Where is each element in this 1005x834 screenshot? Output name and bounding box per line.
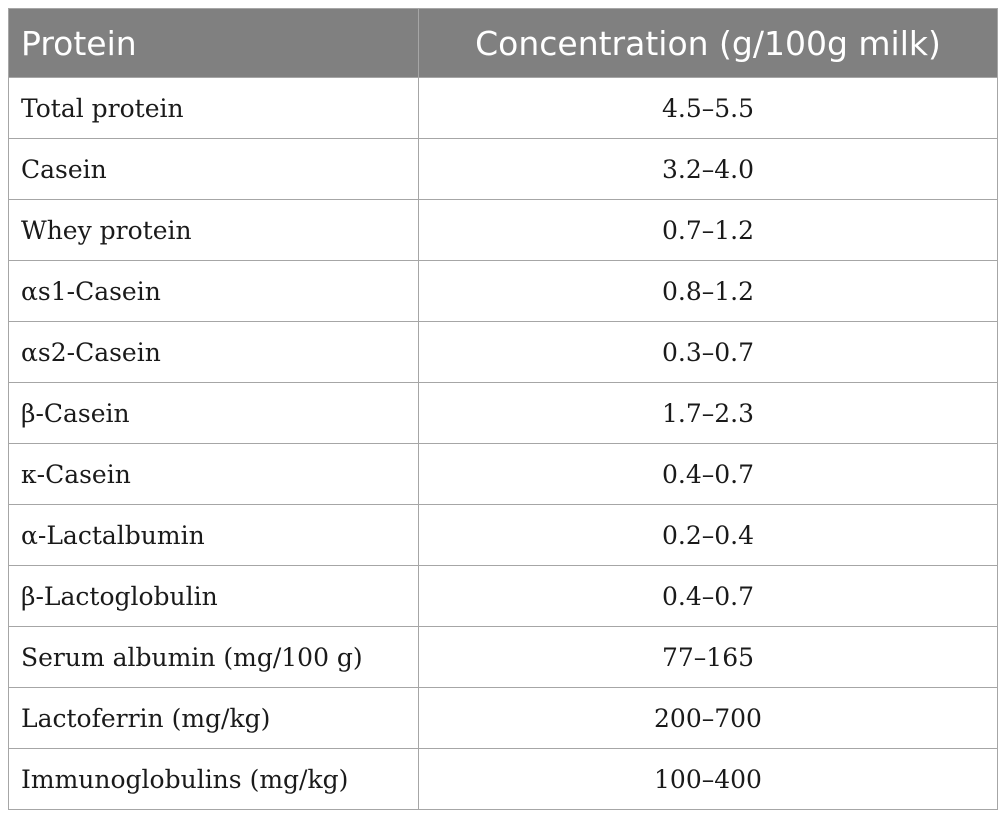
cell-protein: β-Casein [8,382,419,444]
cell-concentration: 4.5–5.5 [418,77,998,139]
protein-table-container: Protein Concentration (g/100g milk) Tota… [8,8,998,810]
cell-concentration: 0.4–0.7 [418,443,998,505]
cell-protein: κ-Casein [8,443,419,505]
table-row: Lactoferrin (mg/kg) 200–700 [8,687,998,749]
table-row: Casein 3.2–4.0 [8,138,998,200]
table-row: Total protein 4.5–5.5 [8,77,998,139]
cell-concentration: 1.7–2.3 [418,382,998,444]
cell-concentration: 0.2–0.4 [418,504,998,566]
cell-concentration: 77–165 [418,626,998,688]
table-row: κ-Casein 0.4–0.7 [8,443,998,505]
protein-concentration-table: Protein Concentration (g/100g milk) Tota… [8,8,998,810]
table-row: α-Lactalbumin 0.2–0.4 [8,504,998,566]
table-row: Whey protein 0.7–1.2 [8,199,998,261]
table-row: Immunoglobulins (mg/kg) 100–400 [8,748,998,810]
cell-protein: αs2-Casein [8,321,419,383]
table-header: Protein Concentration (g/100g milk) [8,8,998,78]
cell-protein: αs1-Casein [8,260,419,322]
header-protein: Protein [8,8,419,78]
cell-protein: Whey protein [8,199,419,261]
cell-protein: Serum albumin (mg/100 g) [8,626,419,688]
table-row: β-Lactoglobulin 0.4–0.7 [8,565,998,627]
table-row: αs2-Casein 0.3–0.7 [8,321,998,383]
cell-protein: Lactoferrin (mg/kg) [8,687,419,749]
header-row: Protein Concentration (g/100g milk) [8,8,998,78]
cell-concentration: 0.7–1.2 [418,199,998,261]
cell-protein: Total protein [8,77,419,139]
cell-concentration: 0.8–1.2 [418,260,998,322]
cell-protein: β-Lactoglobulin [8,565,419,627]
header-concentration: Concentration (g/100g milk) [418,8,998,78]
cell-concentration: 3.2–4.0 [418,138,998,200]
cell-protein: Casein [8,138,419,200]
table-row: β-Casein 1.7–2.3 [8,382,998,444]
cell-concentration: 0.4–0.7 [418,565,998,627]
cell-concentration: 0.3–0.7 [418,321,998,383]
table-row: Serum albumin (mg/100 g) 77–165 [8,626,998,688]
cell-protein: α-Lactalbumin [8,504,419,566]
cell-protein: Immunoglobulins (mg/kg) [8,748,419,810]
cell-concentration: 100–400 [418,748,998,810]
table-body: Total protein 4.5–5.5 Casein 3.2–4.0 Whe… [8,77,998,810]
cell-concentration: 200–700 [418,687,998,749]
table-row: αs1-Casein 0.8–1.2 [8,260,998,322]
